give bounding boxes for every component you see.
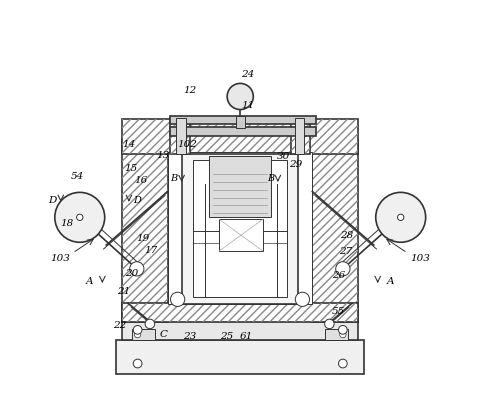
Circle shape: [130, 262, 144, 276]
Bar: [122, 140, 168, 322]
Bar: [291, 118, 311, 154]
Text: 55: 55: [332, 307, 346, 316]
Bar: [116, 340, 364, 374]
Bar: [132, 329, 155, 340]
Circle shape: [295, 292, 310, 306]
Bar: [175, 118, 186, 154]
Text: 27: 27: [339, 247, 352, 255]
Text: 23: 23: [183, 332, 196, 341]
Text: 18: 18: [60, 219, 73, 228]
Circle shape: [55, 192, 104, 242]
Text: 103: 103: [411, 255, 431, 263]
Bar: [219, 219, 263, 251]
Text: 14: 14: [122, 140, 136, 149]
Circle shape: [133, 326, 142, 334]
Bar: [170, 127, 316, 136]
Circle shape: [325, 319, 334, 329]
Text: D: D: [133, 196, 141, 205]
Bar: [168, 152, 312, 304]
Circle shape: [227, 83, 253, 110]
Bar: [236, 115, 244, 128]
Text: 26: 26: [332, 271, 346, 280]
Text: 28: 28: [340, 231, 353, 240]
Text: 20: 20: [124, 269, 138, 279]
Text: 15: 15: [124, 164, 138, 173]
Circle shape: [77, 214, 83, 221]
Circle shape: [340, 332, 346, 338]
Circle shape: [336, 262, 350, 276]
Text: 54: 54: [71, 172, 84, 181]
Circle shape: [145, 319, 155, 329]
Text: 17: 17: [144, 246, 157, 255]
Text: 22: 22: [114, 321, 127, 330]
Bar: [193, 160, 287, 296]
Text: D: D: [48, 196, 56, 205]
Bar: [170, 118, 190, 154]
Bar: [122, 303, 358, 322]
Bar: [209, 156, 271, 217]
Text: 19: 19: [137, 234, 150, 243]
Text: 103: 103: [50, 255, 70, 263]
Text: 16: 16: [134, 176, 147, 185]
Bar: [326, 329, 348, 340]
Circle shape: [338, 359, 347, 368]
Text: 11: 11: [241, 101, 254, 110]
Text: 12: 12: [183, 86, 196, 95]
Bar: [182, 154, 298, 304]
Circle shape: [171, 292, 185, 306]
Text: C: C: [160, 330, 168, 339]
Circle shape: [338, 326, 347, 334]
Text: A: A: [387, 277, 394, 286]
Bar: [170, 115, 316, 124]
Text: B: B: [171, 174, 177, 184]
Text: 61: 61: [240, 332, 253, 341]
Text: 24: 24: [242, 70, 255, 79]
Text: A: A: [86, 277, 93, 286]
Bar: [312, 140, 358, 322]
Circle shape: [133, 359, 142, 368]
Text: 29: 29: [289, 160, 302, 169]
Circle shape: [135, 332, 141, 338]
Bar: [291, 118, 311, 154]
Bar: [122, 119, 358, 154]
Circle shape: [376, 192, 426, 242]
Bar: [122, 119, 358, 154]
Text: 30: 30: [277, 152, 290, 161]
Text: 25: 25: [220, 332, 233, 341]
Text: 21: 21: [117, 287, 130, 296]
Bar: [170, 118, 190, 154]
Bar: [312, 140, 358, 322]
Text: B: B: [267, 174, 274, 184]
Circle shape: [398, 214, 404, 221]
Bar: [295, 118, 304, 154]
Bar: [122, 140, 168, 322]
Bar: [122, 303, 358, 322]
Bar: [122, 321, 358, 340]
Text: 13: 13: [156, 151, 170, 160]
Text: 102: 102: [177, 140, 197, 149]
